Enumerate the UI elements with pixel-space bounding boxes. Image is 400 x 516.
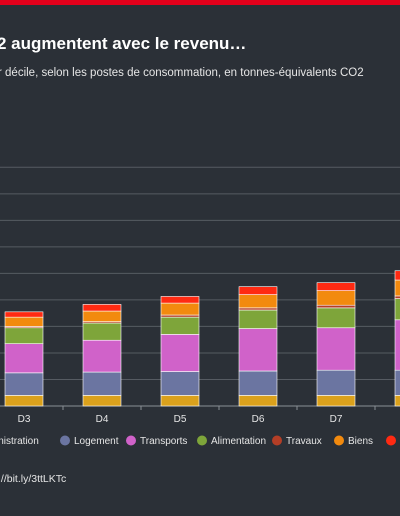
legend-label-administration: inistration: [0, 436, 39, 447]
bar-segment-administration-d6: [238, 395, 278, 407]
bar-segment-partial: [394, 298, 400, 321]
bar-segment-transports-d7: [316, 327, 356, 371]
top-accent-bar: [0, 0, 400, 5]
bar-segment-services-d6: [238, 286, 278, 295]
x-tick-label: D6: [252, 414, 265, 425]
legend-swatch-services: [386, 435, 396, 446]
legend-label-biens: Biens: [348, 436, 373, 447]
bar-segment-biens-d3: [4, 316, 44, 327]
bar-segment-transports-d4: [82, 339, 122, 373]
bar-segment-logement-d5: [160, 371, 200, 396]
bar-segment-transports-d6: [238, 328, 278, 372]
bar-segment-logement-d7: [316, 369, 356, 396]
bar-segment-travaux-d6: [238, 307, 278, 311]
bar-segment-transports-d5: [160, 334, 200, 372]
bar-segment-logement-d3: [4, 372, 44, 396]
bar-segment-alimentation-d4: [82, 322, 122, 341]
legend-label-travaux: Travaux: [286, 436, 322, 447]
bar-segment-alimentation-d3: [4, 327, 44, 344]
bar-segment-partial: [394, 279, 400, 297]
bar-segment-partial: [394, 295, 400, 299]
legend-label-transports: Transports: [140, 436, 187, 447]
legend-swatch-logement: [60, 435, 70, 446]
x-tick-label: D3: [18, 414, 31, 425]
bar-segment-logement-d6: [238, 370, 278, 396]
legend-label-logement: Logement: [74, 436, 119, 447]
x-tick-label: D4: [96, 414, 109, 425]
bar-segment-administration-d4: [82, 395, 122, 407]
bar-segment-partial: [394, 319, 400, 371]
bar-segment-logement-d4: [82, 371, 122, 396]
bar-segment-administration-d5: [160, 395, 200, 407]
legend-label-alimentation: Alimentation: [211, 436, 266, 447]
bar-segment-alimentation-d5: [160, 316, 200, 335]
bar-segment-alimentation-d7: [316, 307, 356, 329]
chart-subtitle: r décile, selon les postes de consommati…: [0, 67, 364, 79]
x-tick-label: D5: [174, 414, 187, 425]
x-tick-label: D7: [330, 414, 343, 425]
bar-segment-administration-d7: [316, 395, 356, 407]
bar-segment-biens-d4: [82, 310, 122, 322]
bar-segment-partial: [394, 270, 400, 281]
bar-segment-services-d5: [160, 296, 200, 304]
bar-segment-alimentation-d6: [238, 309, 278, 329]
source-link[interactable]: ://bit.ly/3ttLKTc: [0, 473, 67, 485]
bar-segment-transports-d3: [4, 343, 44, 374]
chart-title: 2 augmentent avec le revenu…: [0, 34, 247, 53]
bar-segment-biens-d7: [316, 290, 356, 306]
legend-swatch-biens: [334, 435, 344, 446]
bar-segment-biens-d5: [160, 302, 200, 316]
legend-swatch-travaux: [272, 435, 282, 446]
bar-segment-biens-d6: [238, 294, 278, 309]
bar-segment-services-d7: [316, 282, 356, 291]
bar-segment-services-d3: [4, 311, 44, 318]
bar-segment-partial: [394, 369, 400, 396]
bar-segment-administration-d3: [4, 395, 44, 407]
legend-swatch-alimentation: [197, 435, 207, 446]
legend-swatch-transports: [126, 435, 136, 446]
bar-segment-partial: [394, 395, 400, 407]
bar-segment-travaux-d7: [316, 304, 356, 309]
bar-segment-travaux-d5: [160, 314, 200, 318]
bar-segment-services-d4: [82, 304, 122, 312]
